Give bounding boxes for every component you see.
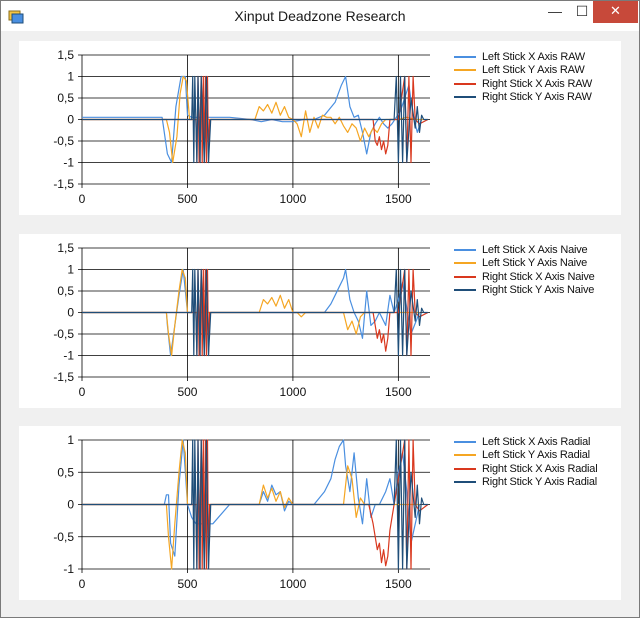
y-tick-label: 1 — [67, 433, 74, 447]
legend-swatch — [454, 467, 476, 470]
legend-swatch — [454, 96, 476, 99]
x-tick-label: 500 — [177, 385, 197, 399]
legend-label: Left Stick X Axis RAW — [482, 51, 585, 63]
legend-swatch — [454, 275, 476, 278]
legend-swatch — [454, 481, 476, 484]
x-tick-label: 500 — [177, 577, 197, 591]
legend-item: Right Stick X Axis RAW — [454, 78, 592, 91]
series-line-left-x — [82, 268, 421, 357]
legend-item: Right Stick X Axis Naive — [454, 271, 595, 284]
series-line-right-y — [82, 439, 428, 570]
y-tick-label: 0,5 — [57, 465, 74, 479]
legend-swatch — [454, 56, 476, 59]
legend-item: Right Stick Y Axis Naive — [454, 284, 595, 297]
chart-panel-raw: -1,5 -1 -0,5 0 0,5 1 1,5 0 500 1000 1500 Left Stic… — [19, 41, 621, 215]
minimize-button[interactable]: — — [539, 1, 571, 23]
y-tick-label: -1 — [63, 156, 74, 170]
legend-raw: Left Stick X Axis RAW Left Stick Y Axis … — [454, 51, 592, 105]
y-tick-label: -0,5 — [53, 327, 74, 341]
y-tick-label: 0,5 — [57, 91, 74, 105]
y-tick-label: 1,5 — [57, 241, 74, 255]
x-tick-label: 1000 — [280, 192, 307, 206]
y-tick-label: -1 — [63, 349, 74, 363]
y-tick-label: 0 — [67, 498, 74, 512]
chart-radial: -1 -0,5 0 0,5 1 0 500 1000 1500 — [53, 433, 430, 591]
series-line-right-y — [82, 75, 428, 164]
y-tick-label: -0,5 — [53, 530, 74, 544]
legend-label: Left Stick Y Axis RAW — [482, 64, 585, 77]
series-line-left-x — [82, 75, 423, 164]
y-tick-label: 0 — [67, 306, 74, 320]
app-window-icon — [8, 10, 24, 24]
x-tick-label: 1000 — [280, 385, 307, 399]
legend-item: Left Stick X Axis Radial — [454, 436, 597, 449]
chart-raw: -1,5 -1 -0,5 0 0,5 1 1,5 0 500 1000 1500 — [53, 48, 430, 206]
legend-item: Right Stick Y Axis RAW — [454, 91, 592, 104]
y-tick-label: 0,5 — [57, 284, 74, 298]
maximize-button[interactable]: ☐ — [566, 1, 598, 23]
x-tick-label: 1000 — [280, 577, 307, 591]
chart-panel-radial: -1 -0,5 0 0,5 1 0 500 1000 1500 Left Stick X Axi… — [19, 426, 621, 600]
legend-label: Left Stick X Axis Radial — [482, 436, 591, 448]
series-line-right-x — [82, 439, 429, 570]
close-button[interactable]: ✕ — [593, 1, 638, 23]
y-tick-label: 0 — [67, 113, 74, 127]
legend-swatch — [454, 249, 476, 252]
legend-item: Left Stick Y Axis Radial — [454, 449, 597, 462]
series-line-right-y — [82, 268, 428, 357]
legend-label: Left Stick Y Axis Naive — [482, 257, 588, 270]
y-tick-label: -1 — [63, 562, 74, 576]
x-tick-label: 500 — [177, 192, 197, 206]
legend-label: Right Stick X Axis Naive — [482, 270, 595, 283]
legend-label: Left Stick X Axis Naive — [482, 244, 588, 256]
title-bar[interactable]: Xinput Deadzone Research — ☐ ✕ — [1, 1, 639, 31]
legend-swatch — [454, 289, 476, 292]
series-line-right-x — [82, 75, 429, 164]
legend-item: Left Stick X Axis Naive — [454, 244, 595, 257]
x-tick-label: 0 — [79, 385, 86, 399]
legend-label: Right Stick X Axis Radial — [482, 462, 598, 475]
close-icon: ✕ — [610, 3, 621, 18]
series-line-right-x — [82, 268, 429, 357]
chart-naive: -1,5 -1 -0,5 0 0,5 1 1,5 0 500 1000 1500 — [53, 241, 430, 399]
x-tick-label: 1500 — [385, 192, 412, 206]
legend-item: Left Stick X Axis RAW — [454, 51, 592, 64]
minimize-icon: — — [548, 3, 562, 19]
legend-swatch — [454, 441, 476, 444]
x-tick-label: 0 — [79, 577, 86, 591]
y-tick-label: -1,5 — [53, 370, 74, 384]
legend-item: Left Stick Y Axis RAW — [454, 64, 592, 77]
y-tick-label: 1 — [67, 70, 74, 84]
window-title: Xinput Deadzone Research — [234, 8, 406, 24]
legend-item: Right Stick Y Axis Radial — [454, 476, 597, 489]
maximize-icon: ☐ — [575, 3, 589, 19]
y-tick-label: -1,5 — [53, 177, 74, 191]
legend-label: Right Stick Y Axis RAW — [482, 91, 592, 104]
y-tick-label: 1,5 — [57, 48, 74, 62]
legend-swatch — [454, 82, 476, 85]
legend-radial: Left Stick X Axis Radial Left Stick Y Ax… — [454, 436, 598, 490]
legend-label: Right Stick Y Axis Naive — [482, 284, 595, 297]
legend-label: Right Stick X Axis RAW — [482, 77, 593, 90]
legend-naive: Left Stick X Axis Naive Left Stick Y Axi… — [454, 244, 595, 298]
y-tick-label: -0,5 — [53, 134, 74, 148]
x-tick-label: 1500 — [385, 385, 412, 399]
legend-swatch — [454, 262, 476, 265]
legend-swatch — [454, 454, 476, 457]
chart-panel-naive: -1,5 -1 -0,5 0 0,5 1 1,5 0 500 1000 1500 Left Stic… — [19, 234, 621, 408]
legend-item: Left Stick Y Axis Naive — [454, 257, 595, 270]
legend-swatch — [454, 69, 476, 72]
legend-item: Right Stick X Axis Radial — [454, 462, 598, 476]
x-tick-label: 1500 — [385, 577, 412, 591]
legend-label: Right Stick Y Axis Radial — [482, 476, 598, 489]
y-tick-label: 1 — [67, 263, 74, 277]
series-line-left-x — [82, 439, 421, 557]
legend-label: Left Stick Y Axis Radial — [482, 449, 590, 462]
x-tick-label: 0 — [79, 192, 86, 206]
